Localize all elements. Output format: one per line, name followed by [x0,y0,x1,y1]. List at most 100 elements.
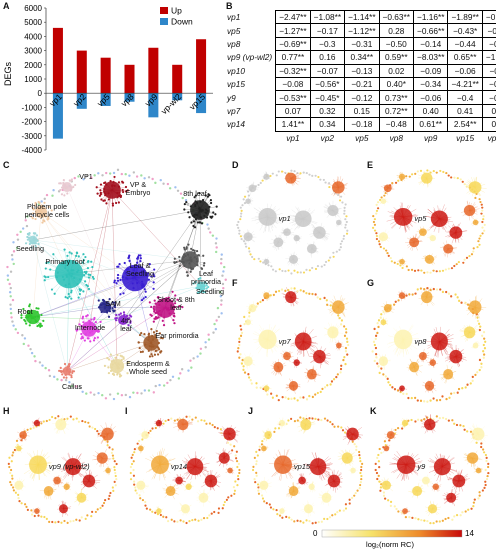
table-cell: −0.21 [344,77,380,92]
table-row: vp15−0.08−0.56*−0.210.40*−0.34−4.21**−0.… [225,77,496,92]
network-label-h: vp9 (vp-wl2) [48,462,90,472]
table-cell: 0.02 [379,64,415,78]
network-d [236,169,349,275]
table-cell: 0.16 [310,50,346,65]
network-label-f: vp7 [278,336,291,346]
y-tick-label: -1000 [22,103,43,112]
table-cell: −0.50 [379,37,415,52]
table-cell: −0.53** [275,90,311,105]
table-cell: −0.14 [413,37,449,52]
table-cell: −0.66** [413,23,449,38]
table-cell: −0.3 [310,37,346,52]
y-tick-label: 1000 [24,75,42,84]
table-cell: −0.34 [413,77,449,92]
panel-letter-i: I [125,406,128,416]
network-label-k: y9 [417,462,426,472]
cluster-label: VP & Embryo [125,180,151,197]
table-cell: −8.03** [413,50,449,65]
table-cell: 0.61** [413,117,449,132]
bar-down-vp9 [148,93,159,118]
panel-letter-b: B [226,1,233,11]
network-h [7,414,118,525]
cluster-label: Endosperm & Whole seed [126,359,170,376]
bar-up-vp15 [196,39,207,94]
network-label-g: vp8 [414,336,427,346]
row-label: vp8 [225,37,277,51]
legend-down-label: Down [171,17,193,27]
coexpression-network [6,168,227,401]
table-cell: −0.08 [275,77,311,92]
network-label-j: vp15 [293,462,311,472]
table-cell: −0.45* [310,90,346,105]
cluster-label: Primary root [45,257,85,266]
table-cell: −1.89** [447,9,483,25]
table-row: vp1 −2.47** −1.08** −1.14** −0.63** −1.16** −1… [225,9,496,25]
cluster-label: 4th leaf [120,316,132,333]
cluster-label: Callus [62,382,82,391]
bar-up-vp5 [100,57,111,94]
bar-up-vp-wl2 [172,64,183,94]
table-cell: −0.13 [344,64,380,78]
y-tick-label: 5000 [24,18,42,27]
table-cell: 0.36 [482,104,496,119]
legend-up-label: Up [171,6,182,16]
cluster-label: VP1 [79,172,93,181]
table-cell: −0.44 [447,37,483,52]
network-label-e: vp5 [414,214,427,224]
table-cell: −0.06 [413,90,449,105]
table-cell: 0.40* [379,77,415,92]
table-row: y9−0.53**−0.45*−0.120.73**−0.06−0.4−0.22 [225,90,496,105]
cluster-label: Leaf primordia [191,269,221,286]
colorbar-min: 0 [313,529,318,538]
cluster-label: Root [17,307,33,316]
table-cell: 1.41** [275,117,311,132]
table-cell: −1.27** [275,23,311,38]
table-cell: −0.06 [447,64,483,78]
cluster-label: Internode [74,323,106,332]
panel-letter-a: A [3,1,10,11]
panel-letter-c: C [3,160,10,170]
table-cell: −0.11 [482,64,496,78]
table-cell: 0.65** [447,50,483,65]
table-cell: 0.77** [275,50,311,65]
column-label: vp2 [320,132,335,143]
table-cell: 0.34 [310,117,346,132]
table-cell: −4.21** [447,77,483,92]
table-row: vp5 −1.27** −0.17 −1.12** 0.28 −0.66** −0.43* −… [225,23,496,38]
table-cell: −1.08** [310,9,346,25]
y-tick-label: 0 [38,89,43,98]
table-cell: −0.17 [310,23,346,38]
cluster-label: 8th leaf [183,189,207,198]
bar-down-vp2 [76,93,87,109]
bar-down-vp-wl2 [172,93,183,101]
table-cell: −0.12 [344,90,380,105]
network-label-d: vp1 [278,214,291,224]
cluster-label: Ear primordia [155,331,199,340]
y-tick-label: -4000 [22,146,43,155]
expression-colorbar: 0 14 log₂(norm RC) [313,529,474,549]
table-cell: −0.56* [310,77,346,92]
network-k [374,414,490,525]
column-label: vp-wl2 [487,132,496,143]
table-cell: −1.12** [344,23,380,38]
row-label: vp5 [225,23,277,38]
table-cell: −0.63** [379,9,415,25]
table-cell: 0.41 [447,104,483,119]
y-tick-label: 3000 [24,47,42,56]
table-cell: 0.19 [482,117,496,132]
colorbar-gradient [321,529,463,538]
row-label: vp15 [225,77,277,91]
panel-letter-g: G [367,278,375,288]
bar-down-vp1 [52,93,63,139]
cluster-label: Seedling [196,287,224,296]
column-label: vp5 [355,132,369,143]
table-cell: −0.32** [275,64,311,78]
bar-down-vp8 [124,93,135,102]
bar-down-vp5 [100,93,111,106]
network-g [371,286,487,403]
column-label: vp1 [286,132,300,143]
cluster-label: Leaf & Seedling [126,261,154,278]
table-cell: −1.25** [482,50,496,65]
